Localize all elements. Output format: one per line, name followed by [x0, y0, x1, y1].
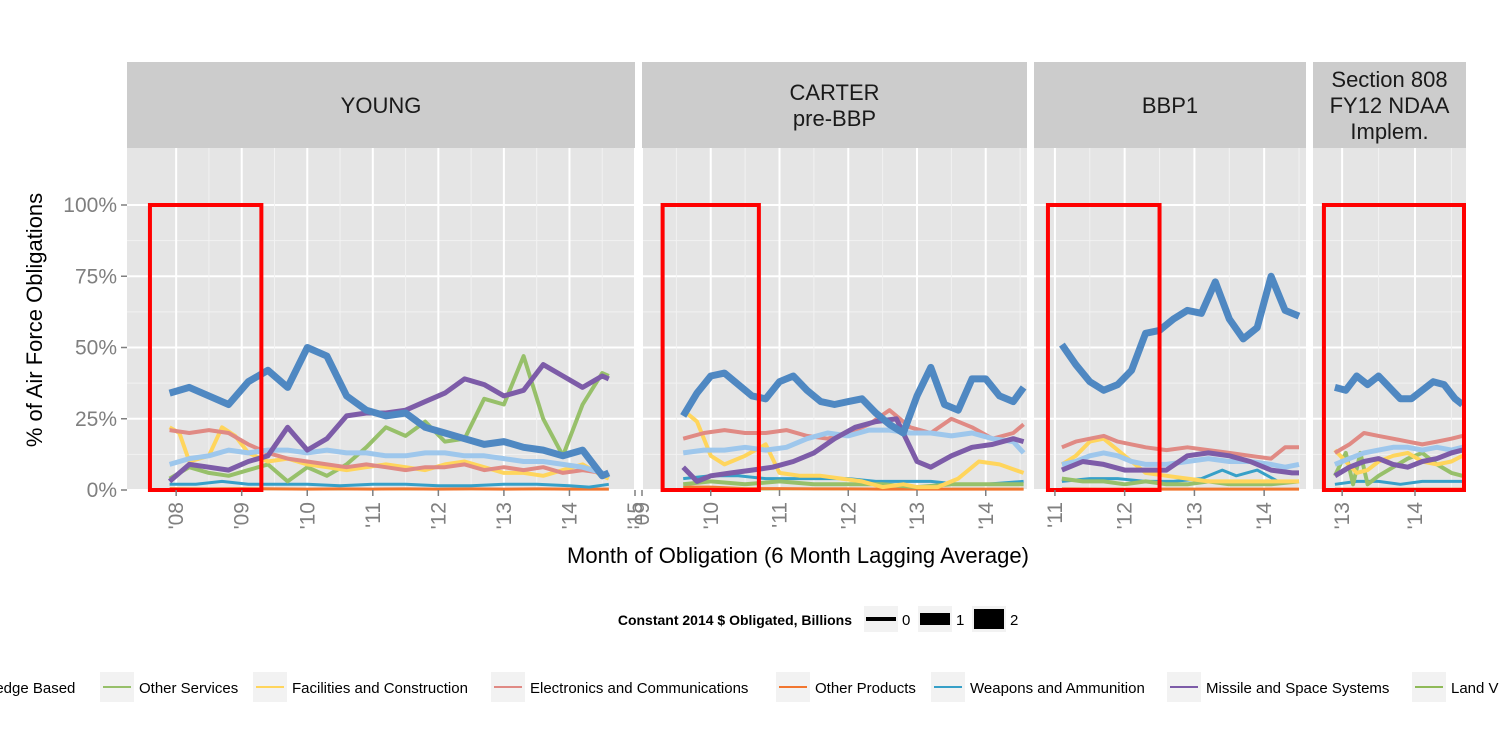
- series-line-weapons: [1334, 479, 1463, 486]
- series-line-missile: [681, 416, 1025, 484]
- series-line-sustainment: [1333, 444, 1464, 467]
- facet-strip-label: FY12 NDAA: [1330, 93, 1450, 118]
- x-tick-label: '11: [362, 502, 385, 528]
- series-line-knowledge: [680, 363, 1027, 437]
- size-legend-label: 1: [956, 612, 964, 629]
- panel-1: YOUNG '08 '09 '10 '11 '12 '13 '14 '15: [127, 62, 647, 529]
- legend-label: Other Products: [815, 680, 916, 697]
- x-tick-label: '09: [231, 502, 254, 529]
- y-tick-label: 0%: [87, 479, 117, 502]
- x-tick-label: '12: [837, 502, 860, 529]
- series-line-otherservices: [682, 479, 1024, 490]
- x-axis-title: Month of Obligation (6 Month Lagging Ave…: [567, 543, 1029, 568]
- legend-label: Weapons and Ammunition: [970, 680, 1145, 697]
- size-legend-label: 0: [902, 612, 910, 629]
- facet-strip: [127, 62, 635, 148]
- x-tick-label: '13: [493, 502, 516, 529]
- x-tick-label: '12: [427, 502, 450, 529]
- size-legend-title: Constant 2014 $ Obligated, Billions: [618, 612, 852, 628]
- series-line-otherservices: [1061, 476, 1300, 487]
- series-line-facilities: [1333, 448, 1464, 475]
- series-line-electronics: [1333, 431, 1463, 455]
- legend-label: Missile and Space Systems: [1206, 680, 1389, 697]
- y-tick-label: 50%: [75, 337, 117, 360]
- facet-strip-label: Section 808: [1331, 67, 1447, 92]
- series-line-sustainment: [682, 427, 1026, 456]
- series-line-facilities: [1060, 436, 1299, 484]
- series-line-weapons: [169, 479, 610, 489]
- series-line-knowledge: [1334, 372, 1465, 408]
- x-tick-label: '10: [700, 502, 723, 529]
- series-line-sustainment: [1061, 450, 1300, 470]
- x-tick-label: '13: [1183, 502, 1206, 529]
- series-line-electronics: [169, 428, 610, 478]
- facet-strip: [1034, 62, 1306, 148]
- y-tick-label: 25%: [75, 408, 117, 431]
- x-tick-label: '13: [1331, 502, 1354, 529]
- series-line-sustainment: [168, 447, 610, 479]
- facet-strip-label: Implem.: [1350, 119, 1428, 144]
- x-tick-label: '11: [1044, 502, 1067, 528]
- panel-background: [127, 148, 635, 490]
- series-line-electronics: [1061, 433, 1299, 461]
- legend-label: Electronics and Communications: [530, 680, 748, 697]
- x-tick-label: '08: [165, 502, 188, 529]
- legend-label: Facilities and Construction: [292, 680, 468, 697]
- legend-label: ledge Based: [0, 680, 75, 697]
- color-legend: ledge Based Other Services Facilities and …: [0, 672, 1499, 702]
- legend-label: Other Services: [139, 680, 238, 697]
- x-tick-label: '13: [906, 502, 929, 529]
- facet-strip: [1313, 62, 1466, 148]
- x-tick-label: '11: [769, 502, 792, 528]
- panels-layer: 0% 25% 50% 75% 100% YOUNG '08 '09 '10 '11 '12 '13 '1…: [63, 62, 1467, 530]
- series-line-knowledge: [1059, 272, 1301, 394]
- size-legend-label: 2: [1010, 612, 1018, 629]
- series-line-otherservices: [168, 354, 610, 484]
- panel-3: BBP1 '11 '12 '13 '14: [1034, 62, 1306, 529]
- facet-strip-label: BBP1: [1142, 93, 1198, 118]
- facet-strip: [642, 62, 1027, 148]
- x-tick-label: '14: [1253, 502, 1276, 530]
- facet-strip-label: YOUNG: [341, 93, 422, 118]
- series-line-knowledge: [168, 344, 611, 480]
- series-line-facilities: [681, 408, 1025, 490]
- x-tick-label: '09: [631, 502, 654, 529]
- x-tick-label: '12: [1114, 502, 1137, 529]
- y-tick-label: 100%: [63, 194, 117, 217]
- series-line-missile: [1060, 450, 1299, 476]
- facet-strip-label: CARTER: [789, 80, 879, 105]
- x-tick-label: '14: [975, 502, 998, 530]
- x-tick-label: '15: [624, 502, 647, 529]
- highlight-box: [147, 203, 264, 492]
- series-line-missile: [1333, 447, 1464, 478]
- x-tick-label: '14: [1404, 502, 1427, 530]
- highlight-box: [1045, 203, 1162, 492]
- facet-strip-label: pre-BBP: [793, 106, 876, 131]
- legend-label: Land V: [1451, 680, 1499, 697]
- y-tick-label: 75%: [75, 265, 117, 288]
- x-tick-label: '10: [296, 502, 319, 529]
- size-legend: Constant 2014 $ Obligated, Billions 0 1 2: [618, 606, 1018, 632]
- y-axis-title: % of Air Force Obligations: [22, 193, 47, 447]
- highlight-box: [1321, 203, 1467, 492]
- x-tick-label: '14: [558, 502, 581, 530]
